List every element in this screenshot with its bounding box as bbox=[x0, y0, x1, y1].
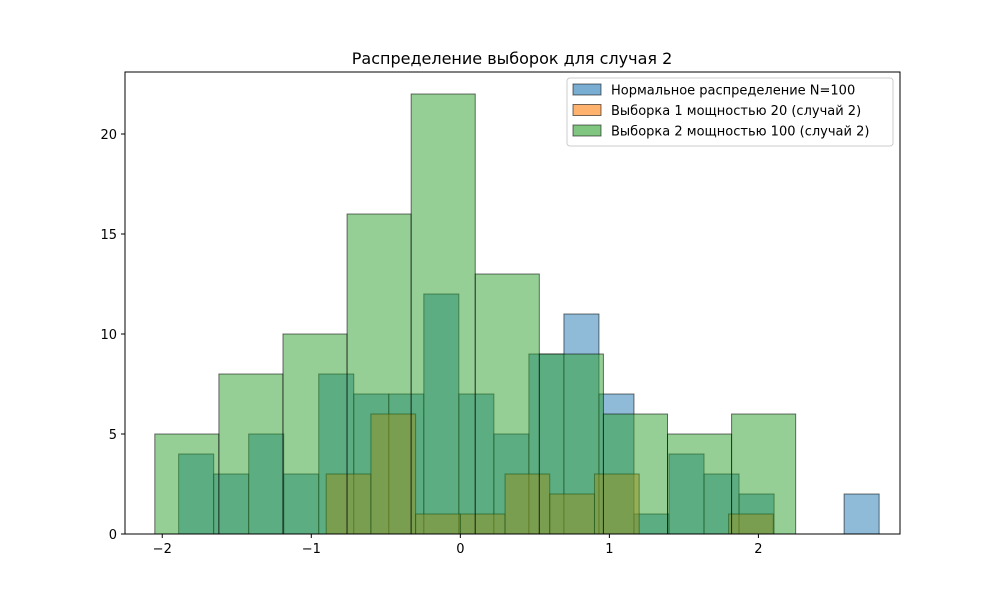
legend-swatch bbox=[572, 83, 602, 96]
x-tick-label: 0 bbox=[456, 542, 464, 557]
x-tick-label: −2 bbox=[153, 542, 172, 557]
histogram-bar bbox=[731, 413, 797, 535]
legend-label: Нормальное распределение N=100 bbox=[611, 84, 855, 99]
histogram-bar bbox=[474, 273, 540, 535]
histogram-bar bbox=[154, 433, 220, 535]
y-tick-label: 10 bbox=[100, 328, 117, 343]
y-tick-label: 5 bbox=[109, 428, 117, 443]
y-tick-label: 15 bbox=[100, 228, 117, 243]
legend-box bbox=[566, 77, 894, 147]
x-tick-label: 1 bbox=[605, 542, 613, 557]
histogram-bar bbox=[538, 353, 604, 535]
y-tick-label: 20 bbox=[100, 128, 117, 143]
x-tick-label: 2 bbox=[754, 542, 762, 557]
legend-swatch bbox=[572, 124, 602, 137]
histogram-bar bbox=[218, 373, 284, 535]
x-axis: −2 −1 0 1 2 bbox=[153, 534, 763, 557]
histogram-bars bbox=[154, 93, 880, 535]
y-axis: 0 5 10 15 20 bbox=[100, 128, 125, 543]
legend-label: Выборка 1 мощностью 20 (случай 2) bbox=[611, 104, 861, 119]
x-tick-label: −1 bbox=[302, 542, 321, 557]
legend: Нормальное распределение N=100 Выборка 1 … bbox=[566, 77, 894, 147]
histogram-bar bbox=[346, 213, 412, 535]
histogram-bar bbox=[667, 433, 733, 535]
series-3-bars bbox=[154, 93, 797, 535]
axes-frame bbox=[124, 71, 901, 535]
legend-label: Выборка 2 мощностью 100 (случай 2) bbox=[611, 125, 869, 140]
chart-title: Распределение выборок для случая 2 bbox=[352, 49, 673, 68]
histogram-bar bbox=[282, 333, 348, 535]
histogram-bar bbox=[410, 93, 476, 535]
y-tick-label: 0 bbox=[109, 528, 117, 543]
histogram-bar bbox=[843, 493, 880, 535]
histogram-bar bbox=[602, 413, 668, 535]
legend-swatch bbox=[572, 104, 602, 116]
